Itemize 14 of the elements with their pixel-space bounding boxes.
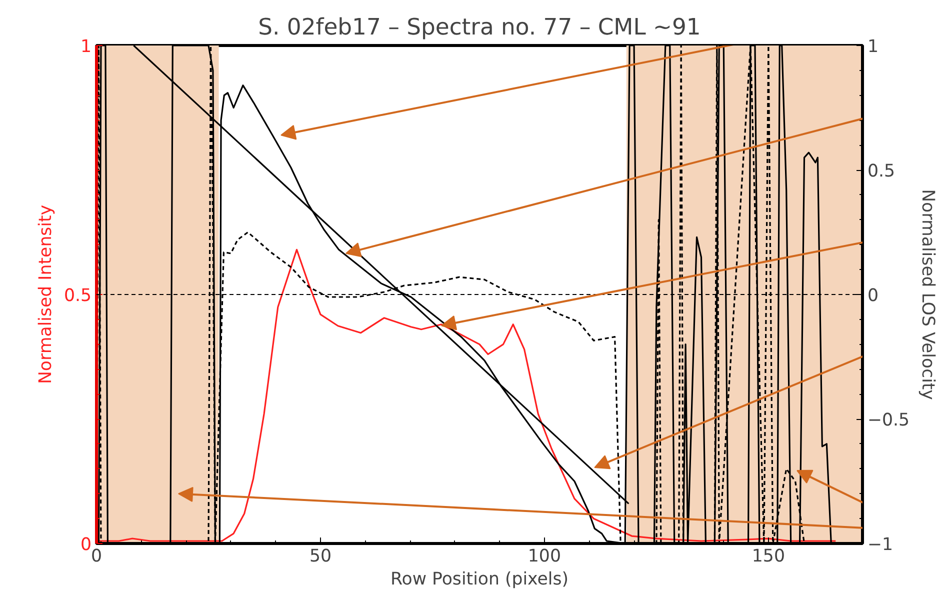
y-tick-label: 1: [80, 37, 92, 57]
x-tick-label: 100: [528, 546, 561, 566]
y-tick-label: 0.5: [64, 286, 92, 306]
x-axis-title: Row Position (pixels): [390, 570, 569, 590]
x-tick-label: 50: [309, 546, 332, 566]
y2-tick-label: −0.5: [868, 410, 910, 430]
y-axis-title: Normalised Intensity: [36, 204, 56, 384]
y2-tick-label: 0.5: [868, 162, 896, 182]
y2-axis-title: Normalised LOS Velocity: [918, 189, 938, 400]
chart-title: S. 02feb17 – Spectra no. 77 – CML ~91: [258, 14, 701, 40]
y2-tick-label: −1: [868, 535, 894, 555]
y2-tick-label: 1: [868, 37, 879, 57]
y2-tick-label: 0: [868, 286, 879, 306]
x-tick-label: 150: [752, 546, 785, 566]
